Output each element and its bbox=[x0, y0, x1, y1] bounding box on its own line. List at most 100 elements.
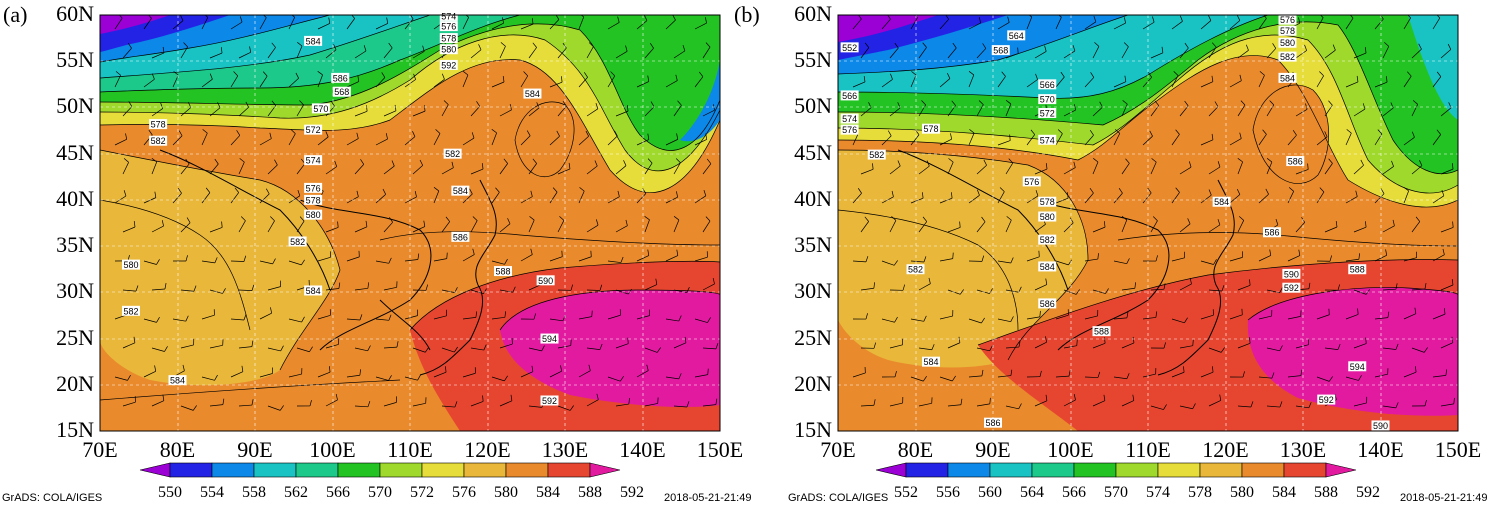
wind-barb bbox=[296, 347, 310, 353]
wind-barb bbox=[1229, 194, 1241, 204]
wind-barb bbox=[615, 110, 629, 117]
wind-barb bbox=[528, 219, 535, 233]
wind-barb bbox=[665, 80, 678, 88]
wind-barb bbox=[1440, 227, 1454, 233]
wind-barb-feather bbox=[1387, 311, 1390, 318]
wind-barb bbox=[1208, 347, 1222, 353]
wind-barb bbox=[520, 371, 534, 378]
lon-tick-label: 90E bbox=[237, 437, 273, 462]
wind-barb bbox=[852, 193, 862, 204]
wind-barb-feather bbox=[1175, 129, 1180, 135]
wind-barb bbox=[910, 134, 920, 146]
map-frame bbox=[99, 14, 721, 432]
wind-barb-feather bbox=[926, 160, 930, 167]
wind-barb bbox=[1432, 76, 1442, 88]
wind-barb bbox=[1055, 133, 1063, 146]
geopotential-map-a: 5845865685705725745765785805825825845845… bbox=[99, 10, 721, 478]
contour-label: 582 bbox=[290, 237, 305, 247]
lat-tick-label: 50N bbox=[794, 93, 832, 119]
wind-barb-feather bbox=[1121, 216, 1128, 221]
wind-barb-feather bbox=[1073, 161, 1076, 168]
wind-barb bbox=[918, 283, 931, 291]
wind-barb bbox=[238, 289, 253, 291]
wind-barb-feather bbox=[425, 284, 429, 291]
wind-barb bbox=[644, 284, 657, 291]
wind-barb bbox=[1179, 47, 1189, 59]
wind-barb-feather bbox=[451, 161, 454, 168]
wind-barb-feather bbox=[684, 336, 687, 343]
wind-barb-feather bbox=[1217, 219, 1221, 225]
wind-barb-feather bbox=[475, 311, 478, 318]
wind-barb bbox=[702, 109, 715, 117]
wind-barb-feather bbox=[454, 346, 458, 353]
contour-label: 570 bbox=[313, 104, 328, 114]
contour-label: 578 bbox=[923, 124, 938, 134]
wind-barb bbox=[143, 18, 152, 30]
wind-barb bbox=[528, 107, 540, 117]
wind-barb bbox=[1208, 224, 1221, 233]
wind-barb-feather bbox=[443, 100, 449, 105]
wind-barb-feather bbox=[704, 17, 707, 24]
wind-barb bbox=[702, 163, 712, 175]
wind-barb bbox=[1266, 405, 1280, 408]
wind-barb bbox=[470, 49, 482, 59]
wind-barb-feather bbox=[1207, 15, 1212, 21]
wind-barb-feather bbox=[1414, 307, 1417, 314]
wind-barb-feather bbox=[644, 15, 648, 21]
wind-barb bbox=[412, 226, 425, 233]
wind-barb-feather bbox=[952, 42, 957, 49]
wind-barb-feather bbox=[478, 44, 482, 50]
lon-tick-label: 110E bbox=[387, 437, 433, 462]
contour-label: 592 bbox=[1284, 283, 1299, 293]
wind-barb-feather bbox=[863, 75, 866, 83]
wind-barb bbox=[673, 50, 686, 59]
contour-label: 584 bbox=[306, 36, 321, 46]
wind-barb bbox=[201, 192, 211, 204]
wind-barb bbox=[586, 165, 598, 175]
wind-barb-feather bbox=[1407, 15, 1411, 19]
wind-barb-feather bbox=[186, 217, 191, 223]
timestamp-text: 2018-05-21-21:49 bbox=[1400, 492, 1488, 504]
wind-barb-feather bbox=[351, 15, 355, 19]
wind-barb bbox=[1200, 20, 1212, 30]
wind-barb-feather bbox=[1329, 255, 1332, 262]
wind-barb-feather bbox=[1103, 394, 1106, 401]
wind-barb-feather bbox=[471, 132, 475, 139]
wind-barb bbox=[1005, 53, 1019, 59]
wind-barb bbox=[578, 16, 585, 30]
contour-label: 590 bbox=[538, 276, 553, 286]
wind-barb-feather bbox=[180, 15, 184, 21]
colorbar-swatch bbox=[421, 462, 465, 478]
wind-barb-feather bbox=[922, 192, 924, 199]
wind-barb-feather bbox=[295, 72, 299, 79]
wind-barb bbox=[325, 166, 337, 175]
colorbar-swatch bbox=[1283, 462, 1327, 478]
wind-barb-feather bbox=[1269, 100, 1275, 106]
wind-barb-feather bbox=[646, 364, 649, 371]
wind-barb bbox=[1026, 134, 1035, 146]
wind-barb bbox=[1034, 168, 1048, 175]
contour-label: 582 bbox=[1040, 235, 1055, 245]
panel-a: (a) bbox=[2, 1, 751, 504]
wind-barb-feather bbox=[891, 190, 894, 197]
wind-barb-feather bbox=[620, 256, 624, 263]
wind-barb bbox=[180, 163, 190, 175]
wind-barb bbox=[354, 164, 364, 175]
wind-barb-feather bbox=[923, 375, 927, 382]
wind-barb-feather bbox=[1288, 187, 1294, 192]
wind-barb-feather bbox=[504, 375, 508, 382]
wind-barb bbox=[918, 402, 932, 407]
wind-barb-feather bbox=[301, 316, 305, 323]
wind-barb bbox=[694, 374, 708, 378]
wind-barb bbox=[947, 161, 954, 175]
wind-barb bbox=[1034, 224, 1046, 233]
wind-barb bbox=[1063, 345, 1077, 349]
wind-barb bbox=[1121, 163, 1130, 175]
wind-barb-feather bbox=[148, 15, 152, 19]
wind-barb-feather bbox=[123, 190, 127, 197]
wind-barb bbox=[122, 289, 136, 292]
colorbar-value: 566 bbox=[1062, 484, 1086, 501]
contour-label-box bbox=[149, 135, 168, 146]
wind-barb bbox=[910, 318, 924, 322]
wind-barb bbox=[1150, 52, 1164, 59]
